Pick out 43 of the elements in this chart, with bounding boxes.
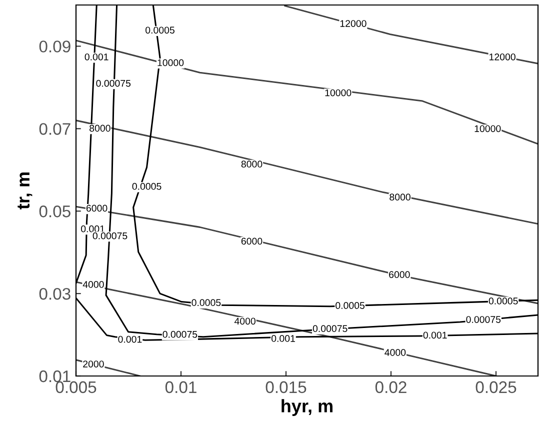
x-tick-label: 0.01 <box>165 381 196 394</box>
annotation: 0.00075 <box>96 80 131 87</box>
annotation: 12000 <box>340 20 366 27</box>
y-tick-label: 0.09 <box>39 40 70 52</box>
annotation: 4000 <box>384 349 406 356</box>
annotation: 4000 <box>82 281 104 288</box>
annotation: 6000 <box>241 238 262 245</box>
y-tick-label: 0.03 <box>39 288 70 300</box>
annotation: 0.0005 <box>488 298 518 304</box>
x-tick-label: 0.015 <box>266 381 306 394</box>
x-tick-label: 0.02 <box>375 381 406 394</box>
annotation: 12000 <box>490 53 516 60</box>
annotation: 0.001 <box>84 53 108 60</box>
x-axis-title: hyr, m <box>282 399 332 416</box>
annotation: 8000 <box>90 124 110 132</box>
annotation: 10000 <box>158 59 184 66</box>
annotation: 0.0005 <box>146 26 174 34</box>
annotation: 0.001 <box>271 335 295 342</box>
annotation: 8000 <box>241 160 262 168</box>
y-axis-title: tr, m <box>18 172 32 210</box>
annotation: 4000 <box>234 318 256 325</box>
x-tick-label: 0.025 <box>476 381 516 394</box>
annotation: 0.0005 <box>132 182 162 190</box>
annotation: 8000 <box>390 194 410 201</box>
y-tick-label: 0.01 <box>39 370 70 382</box>
annotation: 0.0005 <box>336 302 365 309</box>
annotation: 10000 <box>325 89 352 96</box>
x-tick-label: 0.005 <box>56 381 96 394</box>
line-series <box>76 120 538 225</box>
y-tick-label: 0.05 <box>39 206 70 218</box>
annotation: 0.00075 <box>466 316 501 323</box>
y-tick-label: 0.07 <box>39 123 70 135</box>
annotation: 6000 <box>86 204 108 212</box>
annotation: 0.001 <box>423 332 447 339</box>
annotation: 0.00075 <box>312 325 348 332</box>
annotation: 0.00075 <box>92 232 128 240</box>
annotation: 10000 <box>474 125 501 132</box>
annotation: 0.00075 <box>162 330 198 338</box>
line-series <box>76 40 538 145</box>
annotation: 2000 <box>83 360 104 368</box>
annotation: 0.001 <box>81 225 104 232</box>
annotation: 0.0005 <box>192 299 221 306</box>
annotation: 0.001 <box>118 336 142 343</box>
